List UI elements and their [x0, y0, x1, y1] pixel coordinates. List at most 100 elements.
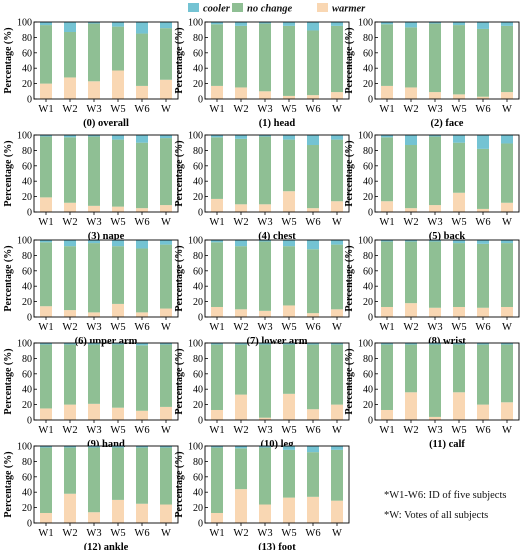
bar-cooler-w6: [307, 135, 319, 146]
x-tick-label-w: W: [332, 217, 342, 228]
bar-cooler-w1: [211, 343, 223, 345]
x-tick-label-w6: W6: [475, 425, 490, 436]
bar-cooler-w6: [307, 446, 319, 453]
panel-title: (7) lower arm: [246, 336, 307, 347]
bar-cooler-w2: [405, 240, 417, 242]
y-tick-label-20: 20: [363, 79, 373, 90]
y-tick-label-60: 60: [22, 161, 32, 172]
y-tick-label-60: 60: [22, 266, 32, 277]
bar-warmer-w2: [64, 310, 76, 317]
x-tick-label-w6: W6: [475, 104, 490, 115]
x-tick-label-w5: W5: [110, 322, 125, 333]
bar-warmer-w3: [88, 205, 100, 212]
bar-no-change-w3: [259, 23, 271, 92]
panel-title: (9) hand: [87, 439, 125, 450]
y-tick-label-40: 40: [193, 385, 203, 396]
bar-cooler-w5: [112, 343, 124, 345]
bar-no-change-w: [331, 25, 343, 93]
y-tick-label-100: 100: [17, 339, 32, 350]
bar-cooler-w: [331, 135, 343, 140]
bar-warmer-w: [501, 306, 513, 317]
plot-frame: [374, 239, 520, 318]
bar-no-change-w2: [64, 32, 76, 78]
y-tick-label-40: 40: [22, 385, 32, 396]
bar-cooler-w5: [112, 446, 124, 448]
bar-cooler-w1: [40, 446, 52, 448]
bar-warmer-w: [160, 205, 172, 212]
x-tick-label-w5: W5: [451, 322, 466, 333]
bar-warmer-w1: [381, 306, 393, 317]
y-axis-label: Percentage (%): [344, 245, 355, 311]
bar-no-change-w1: [211, 344, 223, 410]
bar-no-change-w6: [477, 243, 489, 308]
y-axis-label: Percentage (%): [3, 245, 14, 311]
y-tick-label-0: 0: [27, 416, 32, 427]
bar-cooler-w2: [64, 240, 76, 247]
bar-warmer-w5: [112, 303, 124, 317]
y-tick-label-60: 60: [363, 266, 373, 277]
bar-warmer-w6: [477, 208, 489, 212]
bar-no-change-w1: [211, 447, 223, 513]
bar-no-change-w5: [112, 26, 124, 71]
bar-no-change-w3: [429, 23, 441, 93]
y-tick-label-80: 80: [22, 354, 32, 365]
y-tick-label-60: 60: [193, 266, 203, 277]
bar-cooler-w5: [112, 135, 124, 140]
x-tick-label-w1: W1: [379, 104, 394, 115]
x-tick-label-w5: W5: [281, 217, 296, 228]
bar-warmer-w3: [429, 307, 441, 317]
bar-warmer-w2: [405, 208, 417, 212]
y-tick-label-0: 0: [368, 416, 373, 427]
bar-no-change-w5: [453, 142, 465, 193]
bar-no-change-w5: [453, 344, 465, 393]
y-tick-label-0: 0: [368, 208, 373, 219]
bar-no-change-w: [331, 244, 343, 310]
x-tick-label-w2: W2: [233, 104, 248, 115]
panel-title: (12) ankle: [84, 542, 129, 550]
bar-no-change-w: [160, 244, 172, 309]
bar-cooler-w5: [112, 240, 124, 247]
y-tick-label-20: 20: [22, 503, 32, 514]
x-tick-label-w2: W2: [233, 425, 248, 436]
x-tick-label-w5: W5: [110, 425, 125, 436]
y-axis-label: Percentage (%): [344, 348, 355, 414]
y-tick-label-60: 60: [22, 369, 32, 380]
bar-cooler-w3: [259, 240, 271, 242]
x-tick-label-w: W: [502, 425, 512, 436]
bar-warmer-w3: [88, 312, 100, 317]
y-tick-label-20: 20: [193, 79, 203, 90]
bar-warmer-w6: [136, 85, 148, 99]
bar-warmer-w2: [64, 202, 76, 212]
bar-no-change-w2: [405, 344, 417, 393]
bar-cooler-w6: [477, 22, 489, 29]
x-tick-label-w3: W3: [86, 322, 101, 333]
y-tick-label-100: 100: [358, 18, 373, 29]
bar-no-change-w2: [235, 25, 247, 88]
bar-no-change-w: [160, 28, 172, 80]
bar-cooler-w2: [235, 240, 247, 247]
bar-no-change-w: [160, 447, 172, 505]
y-axis-label: Percentage (%): [344, 140, 355, 206]
legend-label-cooler: cooler: [203, 4, 231, 15]
legend-swatch-cooler: [188, 3, 199, 12]
y-axis-label: Percentage (%): [3, 451, 14, 517]
bar-warmer-w6: [136, 208, 148, 212]
bar-warmer-w3: [259, 204, 271, 212]
y-tick-label-60: 60: [22, 472, 32, 483]
y-tick-label-0: 0: [198, 416, 203, 427]
bar-no-change-w5: [283, 25, 295, 96]
y-tick-label-40: 40: [193, 177, 203, 188]
bar-cooler-w6: [136, 446, 148, 448]
bar-no-change-w6: [136, 142, 148, 209]
x-tick-label-w5: W5: [451, 104, 466, 115]
bar-cooler-w6: [136, 135, 148, 143]
bar-warmer-w1: [381, 201, 393, 212]
bar-warmer-w5: [453, 392, 465, 420]
bar-cooler-w6: [477, 135, 489, 149]
bar-cooler-w3: [88, 135, 100, 137]
bar-cooler-w5: [283, 240, 295, 247]
panel-title: (8) wrist: [428, 336, 466, 347]
